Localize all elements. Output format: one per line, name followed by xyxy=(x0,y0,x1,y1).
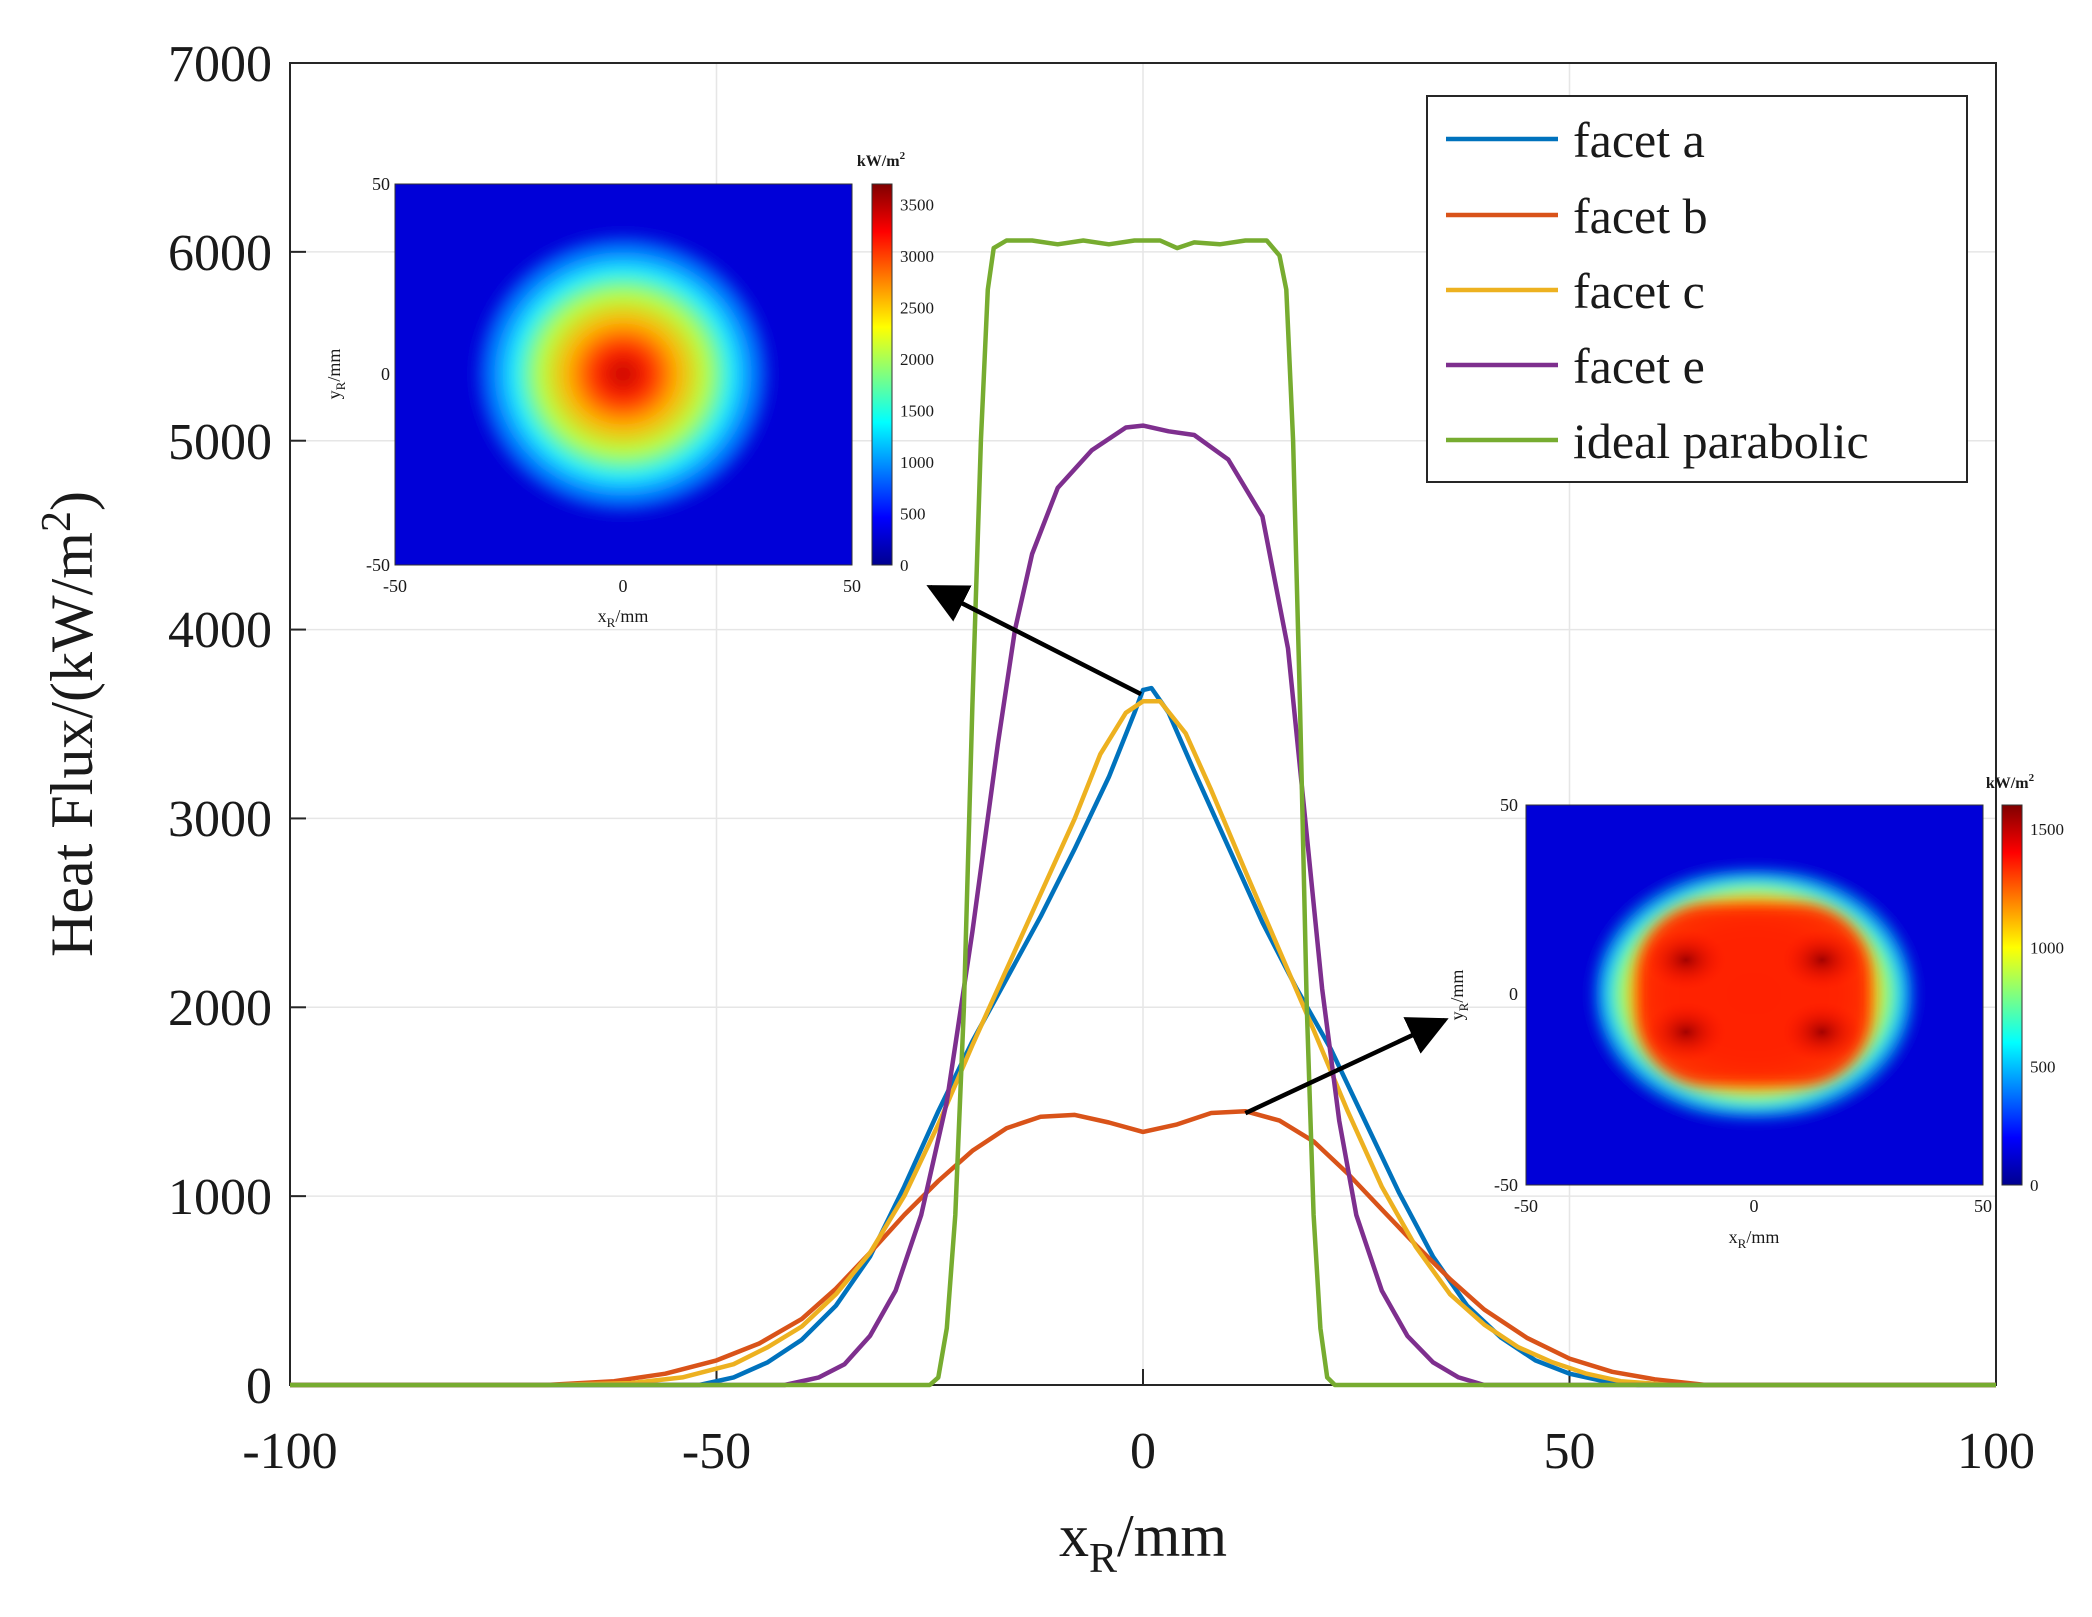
legend-label-ideal-parabolic: ideal parabolic xyxy=(1573,413,1869,469)
inset-b-x-tick: 50 xyxy=(1974,1196,1992,1216)
inset-b-y-label: yR/mm xyxy=(1447,970,1471,1021)
inset-a-x-tick: 0 xyxy=(619,576,628,596)
inset-a-frame xyxy=(394,183,853,566)
x-tick-label: -50 xyxy=(682,1423,751,1480)
annotation-arrow-facet-b xyxy=(1244,1017,1449,1116)
inset-b-y-tick: 0 xyxy=(1509,984,1518,1004)
inset-a-colorbar xyxy=(871,183,893,566)
legend-label-facet-e: facet e xyxy=(1573,338,1705,394)
colorbar-tick-label: 1500 xyxy=(900,402,934,421)
x-axis-label: xR/mm xyxy=(1059,1503,1227,1582)
colorbar-tick-label: 0 xyxy=(900,556,909,575)
legend-label-facet-a: facet a xyxy=(1573,112,1705,168)
colorbar-tick-label: 2500 xyxy=(900,299,934,318)
inset-b-x-label: xR/mm xyxy=(1729,1227,1780,1251)
colorbar-tick-label: 0 xyxy=(2030,1176,2039,1195)
y-tick-label: 5000 xyxy=(168,414,272,471)
y-axis-label: Heat Flux/(kW/m2) xyxy=(34,491,105,957)
legend: facet a facet b facet c facet e ideal pa… xyxy=(1426,95,1968,483)
series-lines xyxy=(290,238,1996,1388)
x-tick-label: 100 xyxy=(1957,1423,2035,1480)
inset-a-x-label: xR/mm xyxy=(598,606,649,630)
annotation-arrow-facet-a xyxy=(926,584,1143,697)
inset-b-y-tick: 50 xyxy=(1500,795,1518,815)
series-line-facet-e xyxy=(290,423,1996,1388)
y-tick-label: 3000 xyxy=(168,791,272,848)
series-line-ideal-parabolic xyxy=(290,238,1996,1388)
legend-label-facet-b: facet b xyxy=(1573,188,1708,244)
legend-label-facet-c: facet c xyxy=(1573,263,1705,319)
series-line-facet-c xyxy=(290,699,1996,1388)
colorbar-tick-label: 1500 xyxy=(2030,820,2064,839)
inset-a-y-tick: -50 xyxy=(366,555,390,575)
inset-a-x-tick: 50 xyxy=(843,576,861,596)
x-tick-labels: -100 -50 0 50 100 xyxy=(242,1423,2035,1480)
inset-a-colorbar-unit: kW/m2 xyxy=(857,150,906,170)
colorbar-tick-label: 1000 xyxy=(900,453,934,472)
y-tick-labels: 0 1000 2000 3000 4000 5000 6000 7000 xyxy=(168,36,272,1415)
inset-b-x-tick: -50 xyxy=(1514,1196,1538,1216)
inset-facet-b: 50 0 -50 -50 0 50 xR/mm yR/mm kW/m2 0 500… xyxy=(1447,772,2064,1251)
inset-a-heatmap xyxy=(473,232,773,516)
x-tick-label: 50 xyxy=(1544,1423,1596,1480)
plot-frame xyxy=(289,62,1997,1386)
series-line-facet-b xyxy=(290,1108,1996,1388)
y-tick-label: 1000 xyxy=(168,1169,272,1226)
colorbar-tick-label: 3500 xyxy=(900,196,934,215)
inset-a-y-tick: 50 xyxy=(372,174,390,194)
inset-b-colorbar xyxy=(2001,804,2023,1186)
x-tick-label: 0 xyxy=(1130,1423,1156,1480)
inset-a-y-label: yR/mm xyxy=(324,349,348,400)
inset-b-colorbar-unit: kW/m2 xyxy=(1986,772,2035,792)
colorbar-tick-label: 500 xyxy=(2030,1057,2056,1076)
inset-a-x-tick: -50 xyxy=(383,576,407,596)
inset-b-frame xyxy=(1525,804,1984,1186)
inset-a-y-tick: 0 xyxy=(381,364,390,384)
inset-b-x-tick: 0 xyxy=(1750,1196,1759,1216)
colorbar-tick-label: 1000 xyxy=(2030,939,2064,958)
colorbar-tick-label: 2000 xyxy=(900,350,934,369)
inset-a-colorbar-ticks: 0 500 1000 1500 2000 2500 3000 3500 xyxy=(900,196,934,575)
colorbar-tick-label: 500 xyxy=(900,505,926,524)
y-tick-label: 4000 xyxy=(168,602,272,659)
inset-b-colorbar-ticks: 0 500 1000 1500 xyxy=(2030,820,2064,1195)
inset-facet-a: 50 0 -50 -50 0 50 xR/mm yR/mm kW/m2 0 500… xyxy=(324,150,934,630)
y-tick-label: 0 xyxy=(246,1358,272,1415)
y-tick-label: 7000 xyxy=(168,36,272,93)
inset-b-y-tick: -50 xyxy=(1494,1175,1518,1195)
inset-b-heatmap xyxy=(1592,868,1916,1120)
colorbar-tick-label: 3000 xyxy=(900,247,934,266)
y-tick-label: 2000 xyxy=(168,980,272,1037)
y-tick-label: 6000 xyxy=(168,225,272,282)
x-tick-label: -100 xyxy=(242,1423,337,1480)
